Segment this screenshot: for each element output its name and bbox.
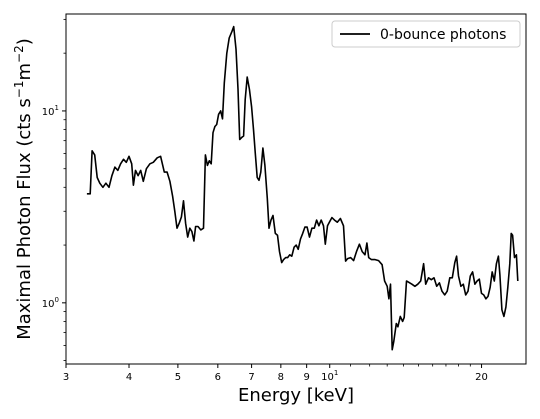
legend-box [331,20,521,48]
legend-label: 0-bounce photons [380,27,506,43]
series-line [86,25,519,351]
plot-frame [65,13,527,365]
y-tick-label: 101 [42,104,59,118]
y-axis-title-superscript: −1 [12,81,26,99]
x-tick-label-base: 10 [321,372,334,383]
y-axis-title-part: ) [14,38,35,45]
y-axis-title-part: Maximal Photon Flux (cts s [14,98,35,340]
x-tick-label: 4 [126,372,132,383]
x-tick-label: 5 [175,372,181,383]
y-tick-label-base: 10 [42,107,55,118]
x-tick-label: 20 [475,372,488,383]
y-axis-title: Maximal Photon Flux (cts s−1m−2) [12,38,35,340]
x-axis-title: Energy [keV] [238,385,354,406]
x-tick-label: 8 [278,372,284,383]
x-tick-label: 9 [303,372,309,383]
x-tick-label: 7 [248,372,254,383]
y-tick-label-exponent: 1 [55,104,59,112]
plot-content [86,25,519,351]
y-axis-title-part: m [14,63,35,81]
x-tick-label: 101 [321,369,338,383]
y-axis-title-superscript: −2 [12,45,26,63]
y-tick-label-exponent: 0 [55,296,59,304]
x-tick-label-exponent: 1 [334,369,338,377]
x-tick-label: 6 [215,372,221,383]
x-tick-label: 3 [63,372,69,383]
y-tick-label: 100 [42,296,59,310]
y-tick-label-base: 10 [42,299,55,310]
legend: 0-bounce photons [331,20,521,48]
